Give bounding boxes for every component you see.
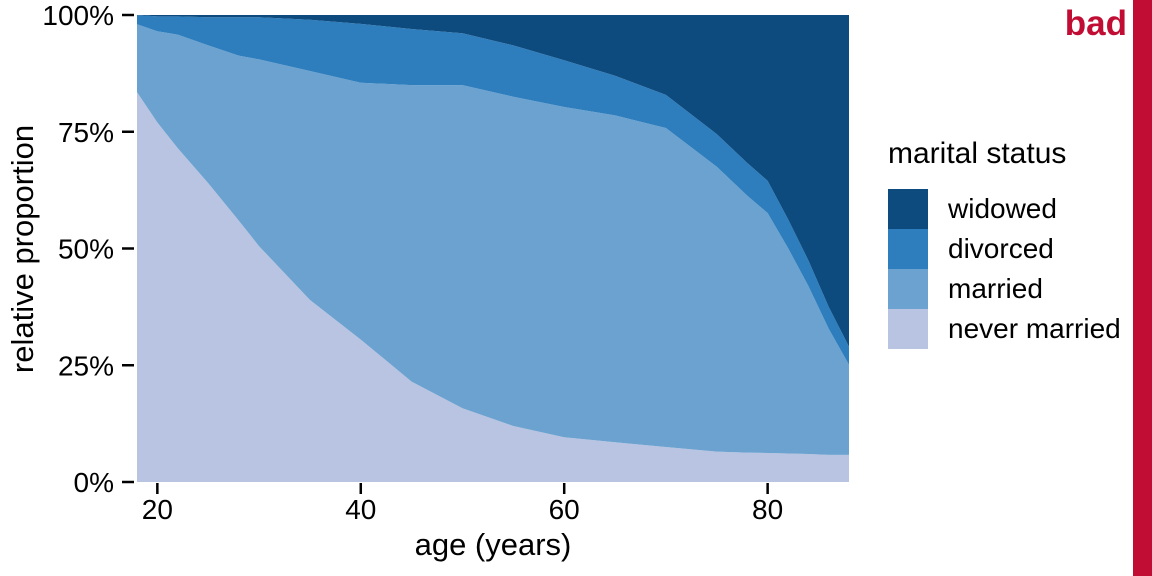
y-tick-label: 0% <box>74 467 114 498</box>
legend-entry-widowed: widowed <box>888 189 1121 229</box>
area-widowed <box>137 15 849 347</box>
legend-title: marital status <box>888 137 1067 170</box>
legend-entry-married: married <box>888 269 1121 309</box>
bad-stamp: bad <box>1064 4 1127 43</box>
y-tick-label: 100% <box>42 0 114 31</box>
legend-entry-label: widowed <box>948 193 1057 224</box>
legend-entry-divorced: divorced <box>888 229 1121 269</box>
y-tick-label: 75% <box>58 117 114 148</box>
x-axis-title: age (years) <box>414 527 572 562</box>
never-married-swatch-icon <box>888 309 928 349</box>
y-tick-label: 50% <box>58 234 114 265</box>
divorced-swatch-icon <box>888 229 928 269</box>
legend-entry-label: divorced <box>948 233 1054 264</box>
x-tick-label: 20 <box>142 494 173 525</box>
legend-entry-label: married <box>948 273 1043 304</box>
y-tick-label: 25% <box>58 350 114 381</box>
y-axis-title: relative proportion <box>5 124 40 374</box>
legend: marital status widowed divorced married … <box>888 138 1121 349</box>
x-tick-label: 40 <box>345 494 376 525</box>
area-married <box>137 24 849 455</box>
x-tick-label: 60 <box>549 494 580 525</box>
legend-entry-never-married: never married <box>888 309 1121 349</box>
legend-entry-label: never married <box>948 313 1121 344</box>
area-never-married <box>137 92 849 482</box>
red-edge-bar <box>1133 0 1152 576</box>
x-tick-label: 80 <box>752 494 783 525</box>
widowed-swatch-icon <box>888 189 928 229</box>
area-divorced <box>137 15 849 365</box>
married-swatch-icon <box>888 269 928 309</box>
